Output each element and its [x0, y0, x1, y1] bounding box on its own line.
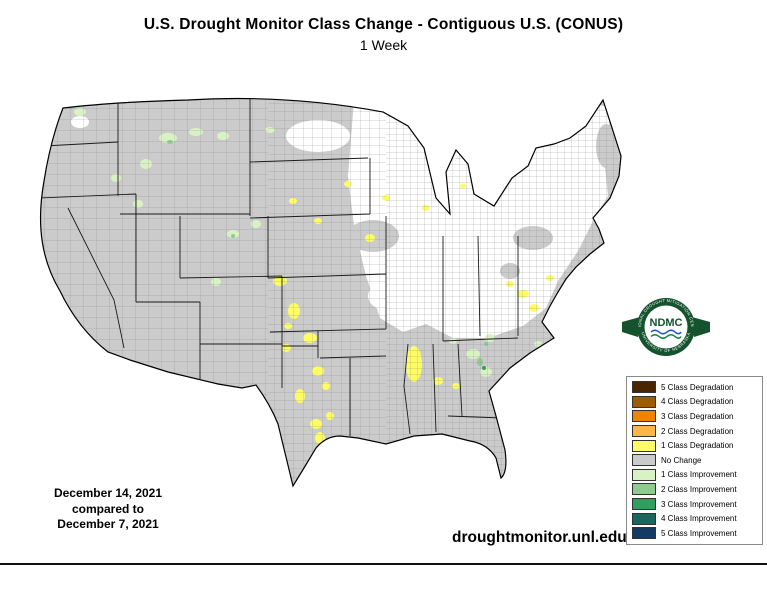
legend-item: No Change — [629, 453, 760, 468]
legend-swatch — [632, 498, 656, 511]
legend-label: 2 Class Improvement — [661, 484, 737, 494]
legend-swatch — [632, 468, 656, 481]
legend-swatch — [632, 454, 656, 467]
legend-label: No Change — [661, 455, 702, 465]
legend-label: 5 Class Degradation — [661, 382, 734, 392]
logo-wave-green — [650, 334, 682, 339]
legend-label: 3 Class Degradation — [661, 411, 734, 421]
legend-item: 5 Class Improvement — [629, 526, 760, 541]
state-borders — [40, 98, 519, 436]
date-caption: December 14, 2021 compared to December 7… — [24, 486, 192, 533]
logo-acronym: NDMC — [650, 317, 683, 329]
county-grid-mid — [268, 98, 386, 486]
bottom-rule — [0, 563, 767, 565]
legend-swatch — [632, 483, 656, 496]
date-line-1: December 14, 2021 — [53, 486, 163, 500]
logo-wave-blue — [650, 329, 682, 335]
conus-map — [39, 97, 622, 488]
legend-item: 1 Class Degradation — [629, 438, 760, 453]
legend-item: 4 Class Improvement — [629, 511, 760, 526]
source-url[interactable]: droughtmonitor.unl.edu — [452, 529, 627, 546]
legend-label: 1 Class Degradation — [661, 441, 734, 451]
legend-swatch — [632, 439, 656, 452]
legend-item: 2 Class Degradation — [629, 424, 760, 439]
legend-label: 2 Class Degradation — [661, 426, 734, 436]
legend-swatch — [632, 527, 656, 540]
legend-item: 5 Class Degradation — [629, 380, 760, 395]
legend-label: 4 Class Degradation — [661, 397, 734, 407]
legend-swatch — [632, 512, 656, 525]
legend-swatch — [632, 395, 656, 408]
legend-swatch — [632, 410, 656, 423]
legend-item: 1 Class Improvement — [629, 468, 760, 483]
date-line-3: December 7, 2021 — [57, 517, 159, 532]
legend-label: 4 Class Improvement — [661, 514, 737, 524]
legend-label: 5 Class Improvement — [661, 528, 737, 538]
legend-swatch — [632, 425, 656, 438]
legend-label: 1 Class Improvement — [661, 470, 737, 480]
county-grid-east — [386, 98, 621, 486]
date-line-2: compared to — [71, 501, 144, 516]
page-title: U.S. Drought Monitor Class Change - Cont… — [143, 16, 624, 33]
legend-item: 3 Class Degradation — [629, 409, 760, 424]
legend-swatch — [632, 381, 656, 394]
legend-item: 3 Class Improvement — [629, 497, 760, 512]
ndmc-logo: NATIONAL DROUGHT MITIGATION CENTER UNIVE… — [620, 294, 710, 356]
us-outline — [39, 97, 622, 488]
page-subtitle: 1 Week — [359, 37, 408, 53]
legend-label: 3 Class Improvement — [661, 499, 737, 509]
legend-item: 2 Class Improvement — [629, 482, 760, 497]
logo-ribbon-left — [622, 317, 640, 337]
legend: 5 Class Degradation 4 Class Degradation … — [626, 376, 763, 545]
logo-ribbon-right — [692, 317, 710, 337]
county-grid-west — [40, 98, 268, 486]
legend-item: 4 Class Degradation — [629, 395, 760, 410]
